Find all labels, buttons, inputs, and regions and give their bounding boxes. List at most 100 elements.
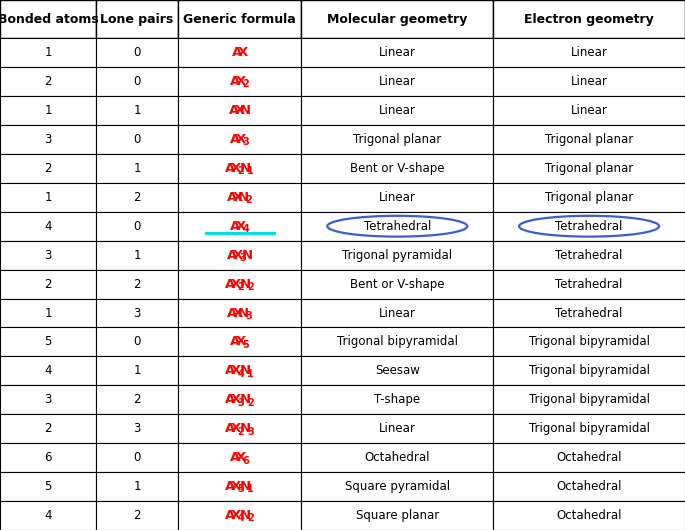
Bar [493,443,685,472]
Text: A: A [225,480,235,493]
Bar [493,38,685,67]
Bar [96,414,178,443]
Bar [96,67,178,96]
Text: 2: 2 [134,278,140,290]
Text: 3: 3 [45,249,51,262]
Text: A: A [227,306,237,320]
Text: Linear: Linear [571,46,608,59]
Text: Tetrahedral: Tetrahedral [556,306,623,320]
Bar [96,298,178,328]
Text: A: A [227,191,237,204]
Text: 3: 3 [45,393,51,407]
Text: Trigonal bipyramidal: Trigonal bipyramidal [529,365,649,377]
Text: Trigonal pyramidal: Trigonal pyramidal [342,249,452,262]
Bar [301,183,493,212]
Text: Trigonal planar: Trigonal planar [545,162,633,175]
Text: 1: 1 [45,104,51,117]
Bar [493,328,685,356]
Bar [0,38,96,67]
Bar [301,298,493,328]
Text: Tetrahedral: Tetrahedral [364,220,431,233]
Bar [0,472,96,501]
Text: 3: 3 [237,398,244,408]
Text: Seesaw: Seesaw [375,365,420,377]
Text: N: N [242,249,253,262]
Bar [178,183,301,212]
Text: Tetrahedral: Tetrahedral [556,249,623,262]
Text: A: A [229,75,240,88]
Text: 3: 3 [247,427,254,437]
Text: T-shape: T-shape [374,393,421,407]
Text: N: N [240,393,251,407]
Bar [301,472,493,501]
Bar [96,212,178,241]
Text: X: X [236,335,246,348]
Text: X: X [231,278,241,290]
Text: Bonded atoms: Bonded atoms [0,13,99,25]
Bar [0,212,96,241]
Text: Bent or V-shape: Bent or V-shape [350,162,445,175]
Text: N: N [240,480,251,493]
Text: Generic formula: Generic formula [184,13,296,25]
Text: A: A [229,104,239,117]
Text: X: X [231,480,241,493]
Text: Trigonal bipyramidal: Trigonal bipyramidal [337,335,458,348]
Text: Trigonal bipyramidal: Trigonal bipyramidal [529,335,649,348]
Bar [178,241,301,270]
Text: Tetrahedral: Tetrahedral [556,220,623,233]
Bar [96,385,178,414]
Text: 2: 2 [45,422,51,435]
Text: 3: 3 [134,306,140,320]
Text: A: A [227,249,237,262]
Bar [493,241,685,270]
Text: 1: 1 [134,162,140,175]
Bar [96,472,178,501]
Bar [493,0,685,38]
Text: 6: 6 [45,451,51,464]
Text: 2: 2 [45,162,51,175]
Bar [178,298,301,328]
Bar [493,472,685,501]
Text: 2: 2 [247,514,254,524]
Bar [0,385,96,414]
Text: 0: 0 [134,75,140,88]
Text: N: N [240,509,251,522]
Bar [178,501,301,530]
Text: X: X [233,191,243,204]
Bar [178,443,301,472]
Text: X: X [231,422,241,435]
Text: A: A [225,162,235,175]
Text: 4: 4 [237,369,244,379]
Text: X: X [238,46,248,59]
Bar [178,0,301,38]
Text: Linear: Linear [379,422,416,435]
Text: 2: 2 [237,282,244,292]
Bar [178,328,301,356]
Bar [493,67,685,96]
Bar [178,472,301,501]
Bar [96,356,178,385]
Bar [96,38,178,67]
Bar [96,183,178,212]
Text: 2: 2 [134,191,140,204]
Text: X: X [236,451,246,464]
Text: 1: 1 [134,104,140,117]
Text: X: X [231,393,241,407]
Text: X: X [231,509,241,522]
Text: Square pyramidal: Square pyramidal [345,480,450,493]
Text: 5: 5 [45,335,51,348]
Text: 2: 2 [245,195,252,205]
Text: A: A [229,220,240,233]
Text: Square planar: Square planar [356,509,439,522]
Text: Electron geometry: Electron geometry [524,13,654,25]
Bar [493,385,685,414]
Bar [0,443,96,472]
Bar [301,125,493,154]
Bar [301,96,493,125]
Bar [493,298,685,328]
Text: 3: 3 [239,253,246,263]
Bar [301,38,493,67]
Text: 2: 2 [45,278,51,290]
Bar [0,298,96,328]
Bar [301,212,493,241]
